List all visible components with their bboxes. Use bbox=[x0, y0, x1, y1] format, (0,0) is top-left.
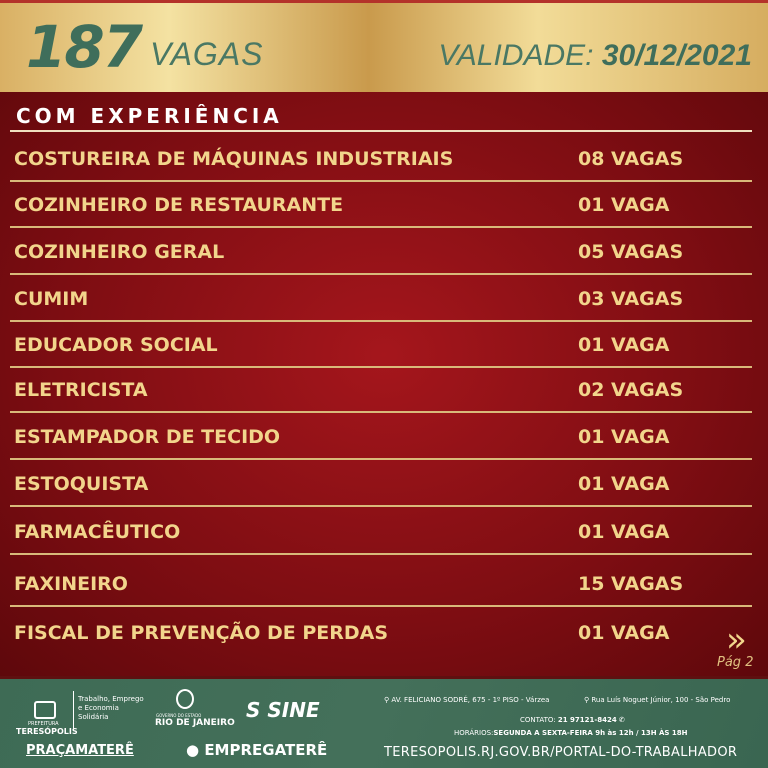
job-vacancies: 01 VAGA bbox=[578, 473, 670, 495]
divider bbox=[10, 366, 752, 368]
vacancy-count-label: VAGAS bbox=[150, 36, 264, 72]
job-title: ELETRICISTA bbox=[14, 379, 148, 401]
job-vacancies: 01 VAGA bbox=[578, 334, 670, 356]
empregatere-logo: ● EMPREGATERÊ bbox=[186, 741, 328, 759]
job-row: COZINHEIRO DE RESTAURANTE 01 VAGA bbox=[0, 182, 768, 228]
job-vacancies: 08 VAGAS bbox=[578, 148, 684, 170]
job-vacancies: 02 VAGAS bbox=[578, 379, 684, 401]
section-title: COM EXPERIÊNCIA bbox=[16, 104, 283, 128]
divider bbox=[10, 130, 752, 132]
job-row: FISCAL DE PREVENÇÃO DE PERDAS 01 VAGA bbox=[0, 610, 768, 656]
divider bbox=[73, 691, 74, 731]
divider bbox=[10, 458, 752, 460]
gov-label: GOVERNO DO ESTADO bbox=[156, 713, 202, 718]
hours: HORÁRIOS:SEGUNDA A SEXTA-FEIRA 9h às 12h… bbox=[454, 729, 688, 737]
empregatere-text: EMPREGATERÊ bbox=[204, 741, 328, 759]
job-row: ESTAMPADOR DE TECIDO 01 VAGA bbox=[0, 414, 768, 460]
gov-logo-text: RIO DE JANEIRO bbox=[155, 718, 235, 728]
job-vacancies: 01 VAGA bbox=[578, 194, 670, 216]
vacancy-count: 187 bbox=[26, 13, 143, 81]
job-row: FAXINEIRO 15 VAGAS bbox=[0, 561, 768, 607]
job-title: CUMIM bbox=[14, 288, 89, 310]
job-title: COSTUREIRA DE MÁQUINAS INDUSTRIAIS bbox=[14, 148, 454, 170]
location-pin-icon: ⚲ bbox=[584, 696, 590, 704]
secretaria-line: e Economia bbox=[78, 704, 119, 712]
address-2: ⚲ Rua Luís Noguet Júnior, 100 - São Pedr… bbox=[584, 696, 730, 704]
divider bbox=[10, 273, 752, 275]
job-vacancies: 03 VAGAS bbox=[578, 288, 684, 310]
job-title: FARMACÊUTICO bbox=[14, 521, 181, 543]
contact-phone[interactable]: 21 97121-8424 bbox=[557, 716, 617, 724]
job-title: ESTOQUISTA bbox=[14, 473, 149, 495]
secretaria-label: Trabalho, Emprego e Economia Solidária bbox=[78, 695, 144, 722]
validity: VALIDADE: 30/12/2021 bbox=[438, 39, 752, 73]
sine-text: SINE bbox=[267, 698, 320, 722]
job-row: EDUCADOR SOCIAL 01 VAGA bbox=[0, 322, 768, 368]
job-title: FAXINEIRO bbox=[14, 573, 128, 595]
address-1: ⚲ AV. FELICIANO SODRÉ, 675 - 1º PISO - V… bbox=[384, 696, 549, 704]
city-logo-text: TERESÓPOLIS bbox=[16, 727, 78, 736]
whatsapp-icon: ✆ bbox=[619, 716, 625, 724]
address-text: AV. FELICIANO SODRÉ, 675 - 1º PISO - Vár… bbox=[391, 696, 550, 704]
contact-label: CONTATO: bbox=[520, 716, 556, 724]
secretaria-line: Trabalho, Emprego bbox=[78, 695, 144, 703]
validity-date: 30/12/2021 bbox=[601, 39, 752, 72]
pracamatere-logo: PRAÇAMATERÊ bbox=[26, 743, 134, 758]
footer: PREFEITURA TERESÓPOLIS Trabalho, Emprego… bbox=[0, 676, 768, 768]
job-vacancies: 01 VAGA bbox=[578, 622, 670, 644]
header-banner: 187 VAGAS VALIDADE: 30/12/2021 bbox=[0, 0, 768, 92]
validity-label: VALIDADE: bbox=[438, 39, 594, 72]
job-title: COZINHEIRO DE RESTAURANTE bbox=[14, 194, 344, 216]
city-crest-icon bbox=[34, 701, 56, 719]
portal-link[interactable]: TERESOPOLIS.RJ.GOV.BR/PORTAL-DO-TRABALHA… bbox=[384, 745, 738, 760]
sine-logo: S SINE bbox=[246, 698, 320, 722]
job-row: ESTOQUISTA 01 VAGA bbox=[0, 461, 768, 507]
job-title: COZINHEIRO GERAL bbox=[14, 241, 225, 263]
job-title: EDUCADOR SOCIAL bbox=[14, 334, 218, 356]
divider bbox=[10, 320, 752, 322]
contact: CONTATO: 21 97121-8424 ✆ bbox=[520, 716, 625, 724]
location-pin-icon: ⚲ bbox=[384, 696, 390, 704]
job-vacancies: 15 VAGAS bbox=[578, 573, 684, 595]
job-row: COSTUREIRA DE MÁQUINAS INDUSTRIAIS 08 VAG… bbox=[0, 136, 768, 182]
job-vacancies: 05 VAGAS bbox=[578, 241, 684, 263]
job-title: FISCAL DE PREVENÇÃO DE PERDAS bbox=[14, 622, 389, 644]
secretaria-line: Solidária bbox=[78, 713, 109, 721]
job-row: FARMACÊUTICO 01 VAGA bbox=[0, 509, 768, 555]
divider bbox=[10, 605, 752, 607]
divider bbox=[10, 553, 752, 555]
divider bbox=[10, 411, 752, 413]
job-vacancies: 01 VAGA bbox=[578, 426, 670, 448]
divider bbox=[10, 180, 752, 182]
job-list-panel: COM EXPERIÊNCIA COSTUREIRA DE MÁQUINAS I… bbox=[0, 92, 768, 676]
hours-label: HORÁRIOS: bbox=[454, 729, 494, 737]
state-crest-icon bbox=[176, 689, 194, 709]
job-title: ESTAMPADOR DE TECIDO bbox=[14, 426, 281, 448]
job-row: ELETRICISTA 02 VAGAS bbox=[0, 367, 768, 413]
job-row: CUMIM 03 VAGAS bbox=[0, 276, 768, 322]
job-row: COZINHEIRO GERAL 05 VAGAS bbox=[0, 229, 768, 275]
divider bbox=[10, 226, 752, 228]
hours-text: SEGUNDA A SEXTA-FEIRA 9h às 12h / 13H ÀS… bbox=[493, 729, 688, 737]
address-text: Rua Luís Noguet Júnior, 100 - São Pedro bbox=[591, 696, 731, 704]
page-number: Pág 2 bbox=[717, 655, 754, 670]
divider bbox=[10, 505, 752, 507]
double-chevron-right-icon[interactable]: » bbox=[726, 620, 747, 660]
job-vacancies: 01 VAGA bbox=[578, 521, 670, 543]
prefeitura-label: PREFEITURA bbox=[28, 721, 59, 727]
